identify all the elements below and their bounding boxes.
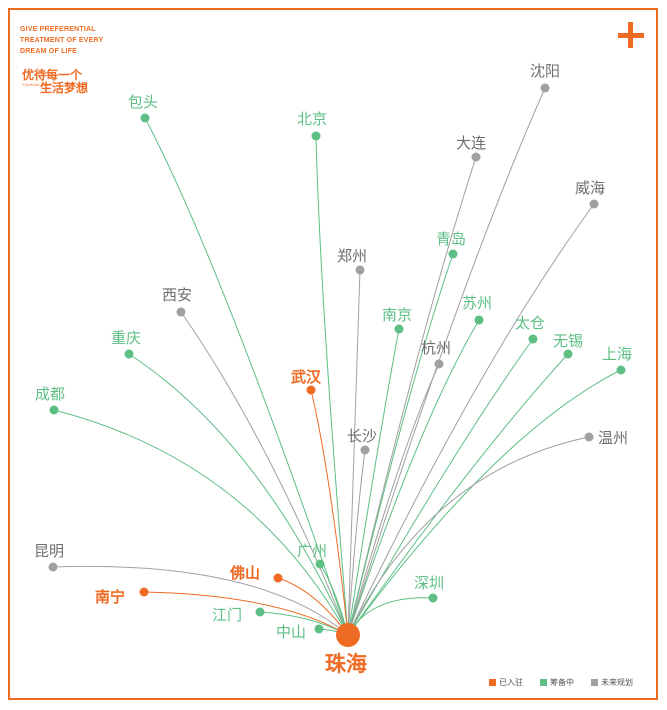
route-line (128, 353, 349, 636)
city-dot (355, 265, 365, 275)
city-label: 长沙 (347, 427, 377, 445)
slogan-english: GIVE PREFERENTIAL TREATMENT OF EVERY DRE… (20, 26, 104, 55)
legend-preparing-label: 筹备中 (550, 678, 574, 687)
city-label: 南京 (382, 306, 412, 324)
route-line (347, 363, 440, 636)
city-dot (314, 624, 324, 634)
legend-planned: 未来规划 (591, 677, 633, 688)
city-dot (528, 334, 538, 344)
city-dot (273, 573, 283, 583)
city-label: 西安 (162, 286, 192, 304)
city-dot (394, 324, 404, 334)
city-label: 郑州 (337, 247, 367, 265)
city-label: 佛山 (229, 564, 260, 582)
city-dot (360, 445, 370, 455)
slogan-chinese-line2: 生活梦想 (40, 81, 89, 95)
route-line (347, 328, 400, 636)
city-dot (49, 405, 59, 415)
route-line (347, 253, 454, 636)
city-label: 南宁 (95, 588, 125, 606)
city-dot (428, 593, 438, 603)
route-line (347, 436, 590, 636)
legend-entered-swatch (489, 679, 496, 686)
city-dot (540, 83, 550, 93)
city-label: 温州 (598, 429, 628, 447)
city-dot (448, 249, 458, 259)
city-label: 青岛 (436, 230, 466, 248)
legend-entered: 已入驻 (489, 677, 523, 688)
legend-entered-label: 已入驻 (499, 678, 523, 687)
route-line (347, 269, 361, 636)
city-label: 昆明 (34, 542, 64, 560)
city-dot (139, 587, 149, 597)
city-dot (589, 199, 599, 209)
city-label: 太仓 (515, 314, 545, 332)
hub-dot (336, 623, 360, 647)
city-label: 中山 (276, 623, 306, 641)
route-line (310, 389, 349, 636)
route-line (347, 87, 546, 636)
city-label: 杭州 (421, 339, 451, 357)
route-line (144, 117, 349, 636)
city-label: 深圳 (414, 574, 444, 592)
city-dot (471, 152, 481, 162)
border-frame (8, 8, 658, 700)
route-line (180, 311, 349, 636)
city-dot (434, 359, 444, 369)
city-label: 威海 (575, 179, 605, 197)
city-label: 成都 (35, 385, 65, 403)
city-dot (474, 315, 484, 325)
city-dot (315, 559, 325, 569)
city-dot (584, 432, 594, 442)
city-label: 重庆 (111, 329, 141, 347)
city-label: 无锡 (553, 332, 583, 350)
city-label: 武汉 (291, 368, 322, 386)
city-dot (124, 349, 134, 359)
route-line (315, 135, 349, 636)
route-line (347, 353, 569, 636)
route-line (347, 203, 595, 636)
route-line (347, 319, 480, 636)
city-label: 广州 (297, 542, 327, 560)
city-label: 江门 (212, 606, 242, 624)
legend-preparing-swatch (540, 679, 547, 686)
legend-planned-label: 未来规划 (601, 678, 633, 687)
city-dot (563, 349, 573, 359)
city-dot (616, 365, 626, 375)
slogan-chinese-line1: 优待每一个 (22, 68, 83, 82)
route-line (52, 565, 349, 636)
city-label: 北京 (297, 110, 327, 128)
city-label: 大连 (456, 134, 486, 152)
legend-preparing: 筹备中 (540, 677, 574, 688)
route-line (347, 449, 366, 636)
route-line (143, 591, 349, 636)
city-dot (48, 562, 58, 572)
route-line (347, 369, 622, 636)
city-label: 沈阳 (530, 62, 560, 80)
city-label: 包头 (128, 93, 158, 111)
city-dot (255, 607, 265, 617)
route-line (53, 409, 349, 636)
city-dot (306, 385, 316, 395)
city-dot (176, 307, 186, 317)
hub-label: 珠海 (325, 652, 367, 676)
city-dot (140, 113, 150, 123)
city-dot (311, 131, 321, 141)
city-label: 苏州 (462, 294, 492, 312)
legend-planned-swatch (591, 679, 598, 686)
city-label: 上海 (602, 345, 632, 363)
route-line (347, 156, 477, 636)
slogan-small-text: YOUHUAN HOUSE (22, 83, 53, 87)
